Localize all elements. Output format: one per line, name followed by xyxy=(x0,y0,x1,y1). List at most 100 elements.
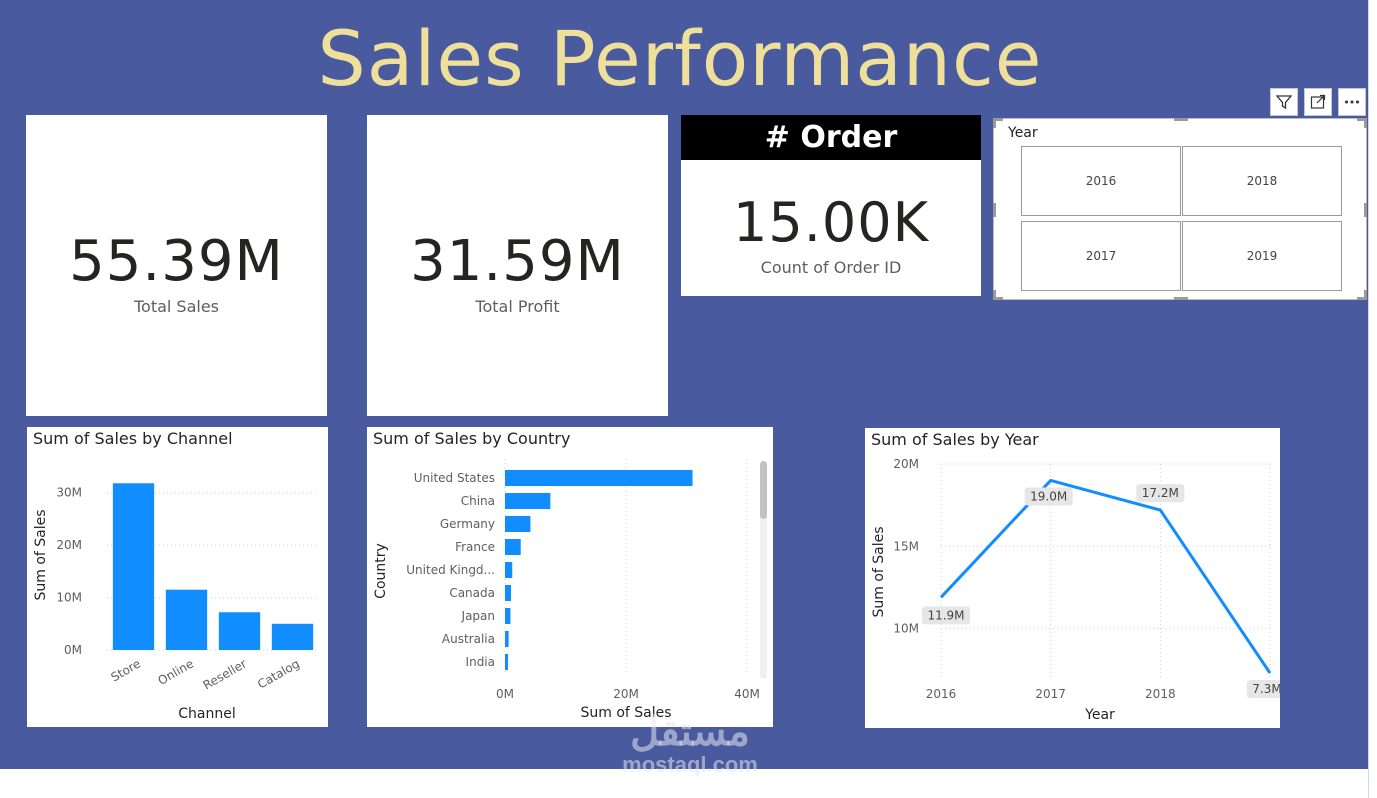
y-tick-label: United Kingd... xyxy=(406,563,495,577)
year-chart-title: Sum of Sales by Year xyxy=(871,430,1039,449)
x-tick-label: 20M xyxy=(613,687,639,701)
y-tick-label: United States xyxy=(414,471,495,485)
bar-country xyxy=(505,631,509,647)
total-profit-label: Total Profit xyxy=(475,297,560,316)
y-axis-title: Sum of Sales xyxy=(871,526,887,617)
channel-chart-svg: 0M 10M 20M 30M Store Online Reseller Catalog Cha… xyxy=(33,483,319,722)
y-axis-title: Country xyxy=(373,543,389,599)
y-tick-label: Canada xyxy=(449,586,495,600)
x-tick-label: 2017 xyxy=(1035,687,1066,701)
total-profit-value: 31.59M xyxy=(410,229,625,294)
watermark-latin: mostaql.com xyxy=(622,752,758,777)
data-label-bg xyxy=(1136,484,1185,503)
year-slicer[interactable]: Year 2016 2018 2017 2019 xyxy=(993,118,1367,300)
resize-handle[interactable] xyxy=(1364,203,1367,217)
y-tick-label: France xyxy=(455,540,495,554)
bar-country xyxy=(505,654,509,670)
data-label: 19.0M xyxy=(1030,489,1067,503)
resize-handle[interactable] xyxy=(993,290,996,300)
resize-handle[interactable] xyxy=(1357,297,1367,300)
year-slicer-title: Year xyxy=(1008,125,1038,141)
bar-country xyxy=(505,608,511,624)
x-tick-label: 2018 xyxy=(1145,687,1176,701)
report-canvas: Sales Performance 55.39M Total Sales 31.… xyxy=(0,0,1368,769)
year-tile-2017[interactable]: 2017 xyxy=(1021,221,1181,291)
y-tick-label: 0M xyxy=(64,643,82,657)
bar-country xyxy=(505,562,513,578)
y-tick-label: India xyxy=(466,655,495,669)
filter-icon[interactable] xyxy=(1270,88,1298,116)
bar-country xyxy=(505,516,531,532)
x-tick-label: Store xyxy=(109,656,143,684)
y-tick-label: Australia xyxy=(442,632,495,646)
bar-country xyxy=(505,470,693,486)
bar-country xyxy=(505,585,512,601)
channel-chart-title: Sum of Sales by Channel xyxy=(33,429,233,448)
bar-catalog xyxy=(271,623,314,650)
watermark: مستقل mostaql.com xyxy=(600,712,780,778)
y-tick-label: 20M xyxy=(893,457,919,471)
x-tick-label: Reseller xyxy=(201,656,249,692)
scrollbar-track[interactable] xyxy=(760,461,767,679)
total-sales-value: 55.39M xyxy=(69,229,284,294)
country-chart-svg: 0M 20M 40M United States China Germany France U… xyxy=(373,459,760,721)
data-label: 7.3M xyxy=(1252,682,1280,696)
bar-online xyxy=(165,589,208,650)
resize-handle[interactable] xyxy=(1364,290,1367,300)
total-sales-label: Total Sales xyxy=(133,297,220,316)
order-count-card[interactable]: # Order 15.00K Count of Order ID xyxy=(681,115,981,296)
sales-by-channel-chart[interactable]: Sum of Sales by Channel 0M 10M 20M 30M Store… xyxy=(27,427,328,727)
bar-country xyxy=(505,539,521,555)
country-chart-title: Sum of Sales by Country xyxy=(373,429,571,448)
x-tick-label: 2016 xyxy=(926,687,957,701)
resize-handle[interactable] xyxy=(993,118,1003,121)
sales-by-year-chart[interactable]: Sum of Sales by Year 10M 15M 20M 2016 2017 20… xyxy=(865,428,1280,728)
bar-country xyxy=(505,493,551,509)
year-tile-2016[interactable]: 2016 xyxy=(1021,146,1181,216)
right-pane-edge xyxy=(1368,0,1377,798)
resize-handle[interactable] xyxy=(1357,118,1367,121)
resize-handle[interactable] xyxy=(993,203,996,217)
resize-handle[interactable] xyxy=(1364,118,1367,128)
x-axis-title: Channel xyxy=(178,706,235,722)
resize-handle[interactable] xyxy=(993,297,1003,300)
data-label: 17.2M xyxy=(1142,486,1179,500)
y-tick-label: 30M xyxy=(56,486,82,500)
y-tick-label: Japan xyxy=(461,609,495,623)
watermark-arabic: مستقل xyxy=(630,710,750,754)
y-tick-label: China xyxy=(461,494,495,508)
more-options-icon[interactable] xyxy=(1338,88,1366,116)
resize-handle[interactable] xyxy=(1174,297,1188,300)
resize-handle[interactable] xyxy=(993,118,996,128)
bar-store xyxy=(112,483,155,650)
data-label-bg xyxy=(922,606,970,625)
y-tick-label: 10M xyxy=(56,591,82,605)
x-tick-label: 0M xyxy=(496,687,514,701)
total-profit-card[interactable]: 31.59M Total Profit xyxy=(367,115,668,416)
x-axis-title: Year xyxy=(1084,707,1115,723)
total-sales-card[interactable]: 55.39M Total Sales xyxy=(26,115,327,416)
data-label: 11.9M xyxy=(927,608,964,622)
focus-mode-icon[interactable] xyxy=(1304,88,1332,116)
data-label-bg xyxy=(1024,487,1073,506)
sales-by-country-chart[interactable]: Sum of Sales by Country 0M 20M 40M United S… xyxy=(367,427,773,727)
x-tick-label: Online xyxy=(155,656,196,687)
x-axis-title: Sum of Sales xyxy=(580,705,671,721)
order-header: # Order xyxy=(681,115,981,160)
year-tile-2019[interactable]: 2019 xyxy=(1182,221,1342,291)
sales-line xyxy=(939,478,1272,674)
scrollbar-thumb[interactable] xyxy=(760,461,767,519)
y-tick-label: Germany xyxy=(440,517,495,531)
data-label-bg xyxy=(1246,680,1280,699)
resize-handle[interactable] xyxy=(1174,118,1188,121)
y-tick-label: 15M xyxy=(893,539,919,553)
order-count-value: 15.00K xyxy=(732,191,929,254)
order-count-label: Count of Order ID xyxy=(760,258,902,277)
y-axis-title: Sum of Sales xyxy=(33,509,49,600)
x-tick-label: 40M xyxy=(734,687,760,701)
x-tick-label: Catalog xyxy=(255,656,302,691)
y-tick-label: 10M xyxy=(893,622,919,636)
year-tile-2018[interactable]: 2018 xyxy=(1182,146,1342,216)
page-title: Sales Performance xyxy=(317,14,1043,103)
year-chart-svg: 10M15M20M201620172018201911.9M19.0M17.2M… xyxy=(871,457,1280,723)
